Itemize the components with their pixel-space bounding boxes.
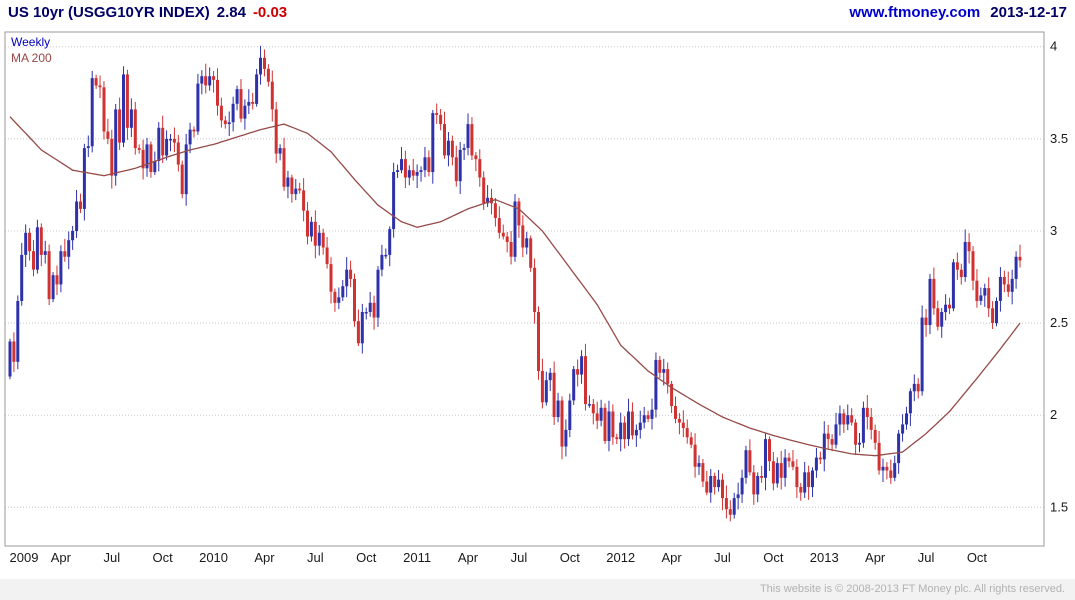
svg-text:Oct: Oct — [560, 550, 581, 565]
svg-text:Oct: Oct — [356, 550, 377, 565]
svg-text:2010: 2010 — [199, 550, 228, 565]
svg-text:Apr: Apr — [865, 550, 886, 565]
svg-text:2009: 2009 — [10, 550, 39, 565]
legend-ma200-label: MA 200 — [11, 51, 52, 65]
svg-text:4: 4 — [1050, 39, 1057, 54]
svg-text:2012: 2012 — [606, 550, 635, 565]
source-info: www.ftmoney.com 2013-12-17 — [849, 4, 1067, 21]
svg-text:Jul: Jul — [918, 550, 935, 565]
svg-text:Jul: Jul — [103, 550, 120, 565]
svg-text:Jul: Jul — [714, 550, 731, 565]
svg-text:Apr: Apr — [458, 550, 479, 565]
svg-text:2011: 2011 — [403, 550, 431, 565]
svg-text:Jul: Jul — [307, 550, 324, 565]
svg-text:Oct: Oct — [763, 550, 784, 565]
svg-text:3.5: 3.5 — [1050, 131, 1068, 146]
ftmoney-link[interactable]: www.ftmoney.com — [849, 4, 981, 21]
svg-text:2013: 2013 — [810, 550, 839, 565]
last-price: 2.84 — [216, 4, 246, 21]
chart-legend: Weekly MA 200 — [11, 34, 52, 66]
svg-text:Oct: Oct — [967, 550, 988, 565]
instrument-title: US 10yr (USGG10YR INDEX) — [8, 4, 210, 21]
svg-text:Oct: Oct — [153, 550, 174, 565]
copyright-text: This website is © 2008-2013 FT Money plc… — [759, 583, 1065, 595]
svg-text:Apr: Apr — [661, 550, 682, 565]
chart-header: US 10yr (USGG10YR INDEX) 2.84 -0.03 www.… — [8, 4, 1067, 21]
svg-text:Jul: Jul — [511, 550, 528, 565]
svg-text:2: 2 — [1050, 407, 1057, 422]
instrument-info: US 10yr (USGG10YR INDEX) 2.84 -0.03 — [8, 4, 287, 21]
svg-text:1.5: 1.5 — [1050, 499, 1068, 514]
svg-text:Apr: Apr — [254, 550, 275, 565]
svg-text:2.5: 2.5 — [1050, 315, 1068, 330]
price-change: -0.03 — [252, 4, 288, 21]
legend-weekly-label: Weekly — [11, 35, 51, 49]
svg-text:Apr: Apr — [51, 550, 72, 565]
svg-text:3: 3 — [1050, 223, 1057, 238]
copyright-footer: This website is © 2008-2013 FT Money plc… — [0, 579, 1075, 600]
chart-date: 2013-12-17 — [990, 4, 1067, 21]
